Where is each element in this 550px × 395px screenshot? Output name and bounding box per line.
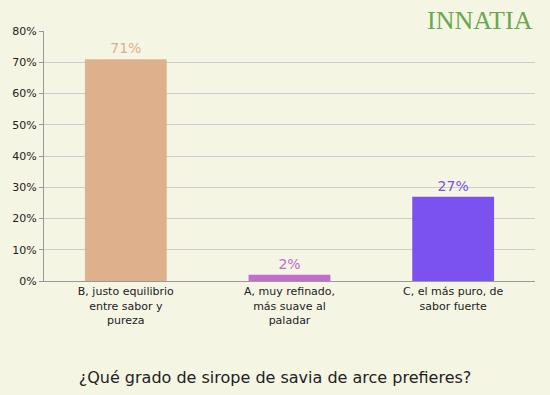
- svg-text:40%: 40%: [12, 150, 36, 163]
- svg-text:2%: 2%: [278, 256, 300, 272]
- svg-text:C, el más puro, desabor fuerte: C, el más puro, desabor fuerte: [403, 285, 504, 312]
- svg-text:0%: 0%: [19, 275, 36, 288]
- svg-text:80%: 80%: [12, 25, 36, 38]
- svg-text:¿Qué grado de sirope de savia: ¿Qué grado de sirope de savia de arce pr…: [79, 368, 472, 387]
- svg-text:B, justo equilibrioentre sabor: B, justo equilibrioentre sabor ypureza: [78, 285, 174, 327]
- svg-text:30%: 30%: [12, 181, 36, 194]
- svg-text:70%: 70%: [12, 56, 36, 69]
- svg-text:27%: 27%: [438, 178, 469, 194]
- svg-text:A, muy refinado,más suave alpa: A, muy refinado,más suave alpaladar: [244, 285, 335, 327]
- svg-text:50%: 50%: [12, 119, 36, 132]
- svg-text:20%: 20%: [12, 212, 36, 225]
- svg-text:71%: 71%: [110, 40, 141, 56]
- svg-text:10%: 10%: [12, 244, 36, 257]
- svg-text:60%: 60%: [12, 87, 36, 100]
- svg-text:INNATIA: INNATIA: [427, 6, 533, 35]
